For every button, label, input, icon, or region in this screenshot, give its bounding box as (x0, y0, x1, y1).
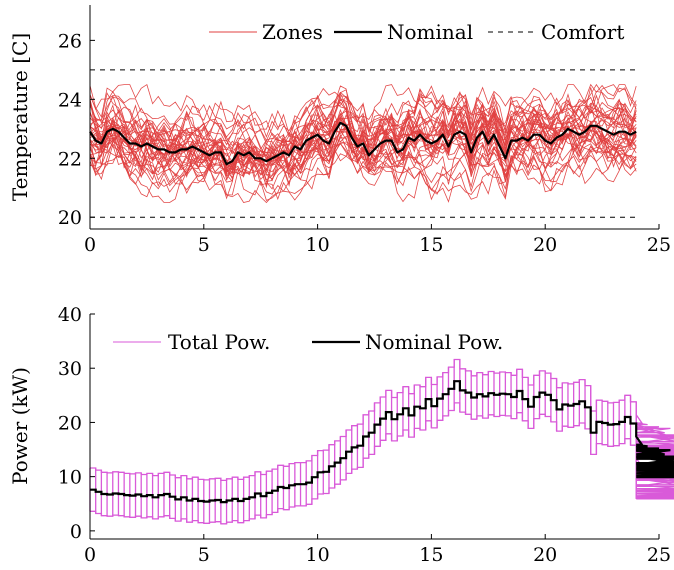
power-y-tick-label: 10 (58, 467, 82, 489)
power-legend: Total Pow. Nominal Pow. (113, 330, 503, 354)
temperature-y-tick-label: 22 (58, 148, 82, 170)
temperature-y-tick-label: 24 (58, 89, 82, 111)
zones-lines (89, 83, 637, 204)
power-y-tick-labels: 0 10 20 30 40 (58, 304, 82, 543)
nominal-power-line (90, 380, 674, 504)
zone-line (89, 94, 637, 182)
temperature-x-tick-label: 0 (84, 234, 96, 256)
power-y-axis-title: Power (kW) (8, 367, 32, 485)
zone-line (89, 110, 637, 178)
zone-line (89, 103, 637, 187)
temperature-y-tick-label: 20 (58, 207, 82, 229)
power-chart: 0 5 10 15 20 25 0 10 20 30 40 Power (kW) Total Po… (8, 304, 674, 566)
temperature-x-tick-label: 10 (306, 234, 330, 256)
temperature-legend: Zones Nominal Comfort (209, 20, 624, 44)
power-y-tick-label: 30 (58, 358, 82, 380)
zone-line (89, 96, 637, 188)
zone-line (89, 89, 637, 190)
temperature-y-tick-labels: 20 22 24 26 (58, 30, 82, 229)
zone-line (89, 85, 637, 198)
temperature-axes (89, 5, 660, 230)
power-x-tick-label: 0 (84, 544, 96, 566)
zone-line (89, 103, 637, 183)
zone-line (89, 85, 637, 172)
temperature-chart: 0 5 10 15 20 25 20 22 24 26 Temperature [C] Zone… (8, 5, 671, 256)
power-x-tick-label: 20 (533, 544, 557, 566)
zone-line (89, 125, 637, 188)
power-x-tick-label: 5 (198, 544, 210, 566)
zone-line (89, 83, 637, 160)
legend-zones-label: Zones (262, 20, 323, 44)
power-x-tick-label: 15 (419, 544, 443, 566)
zone-line (89, 88, 637, 182)
nominal-line (89, 121, 637, 166)
zone-line (89, 87, 637, 200)
legend-nominal-label: Nominal (387, 20, 473, 44)
temperature-y-tick-label: 26 (58, 30, 82, 52)
temperature-x-tick-label: 25 (647, 234, 671, 256)
total-power-lower (90, 402, 674, 525)
power-y-tick-label: 0 (70, 521, 82, 543)
zone-line (89, 92, 637, 189)
power-x-tick-label: 10 (306, 544, 330, 566)
power-x-tick-labels: 0 5 10 15 20 25 (84, 544, 671, 566)
zone-line (89, 94, 637, 200)
total-power-upper (90, 358, 674, 482)
comfort-bounds (90, 69, 637, 218)
legend-comfort-label: Comfort (541, 20, 624, 44)
temperature-y-axis-title: Temperature [C] (8, 33, 32, 201)
nominal-power-line (90, 380, 674, 504)
legend-nominal-power-label: Nominal Pow. (365, 330, 503, 354)
legend-total-power-label: Total Pow. (168, 330, 270, 354)
temperature-x-tick-label: 20 (533, 234, 557, 256)
zone-line (89, 95, 637, 185)
power-x-tick-label: 25 (647, 544, 671, 566)
power-y-tick-label: 20 (58, 412, 82, 434)
nominal-temperature-line (89, 121, 637, 166)
temperature-x-tick-label: 5 (198, 234, 210, 256)
temperature-x-tick-label: 15 (419, 234, 443, 256)
temperature-x-tick-labels: 0 5 10 15 20 25 (84, 234, 671, 256)
power-axes (89, 313, 660, 540)
power-y-tick-label: 40 (58, 304, 82, 326)
